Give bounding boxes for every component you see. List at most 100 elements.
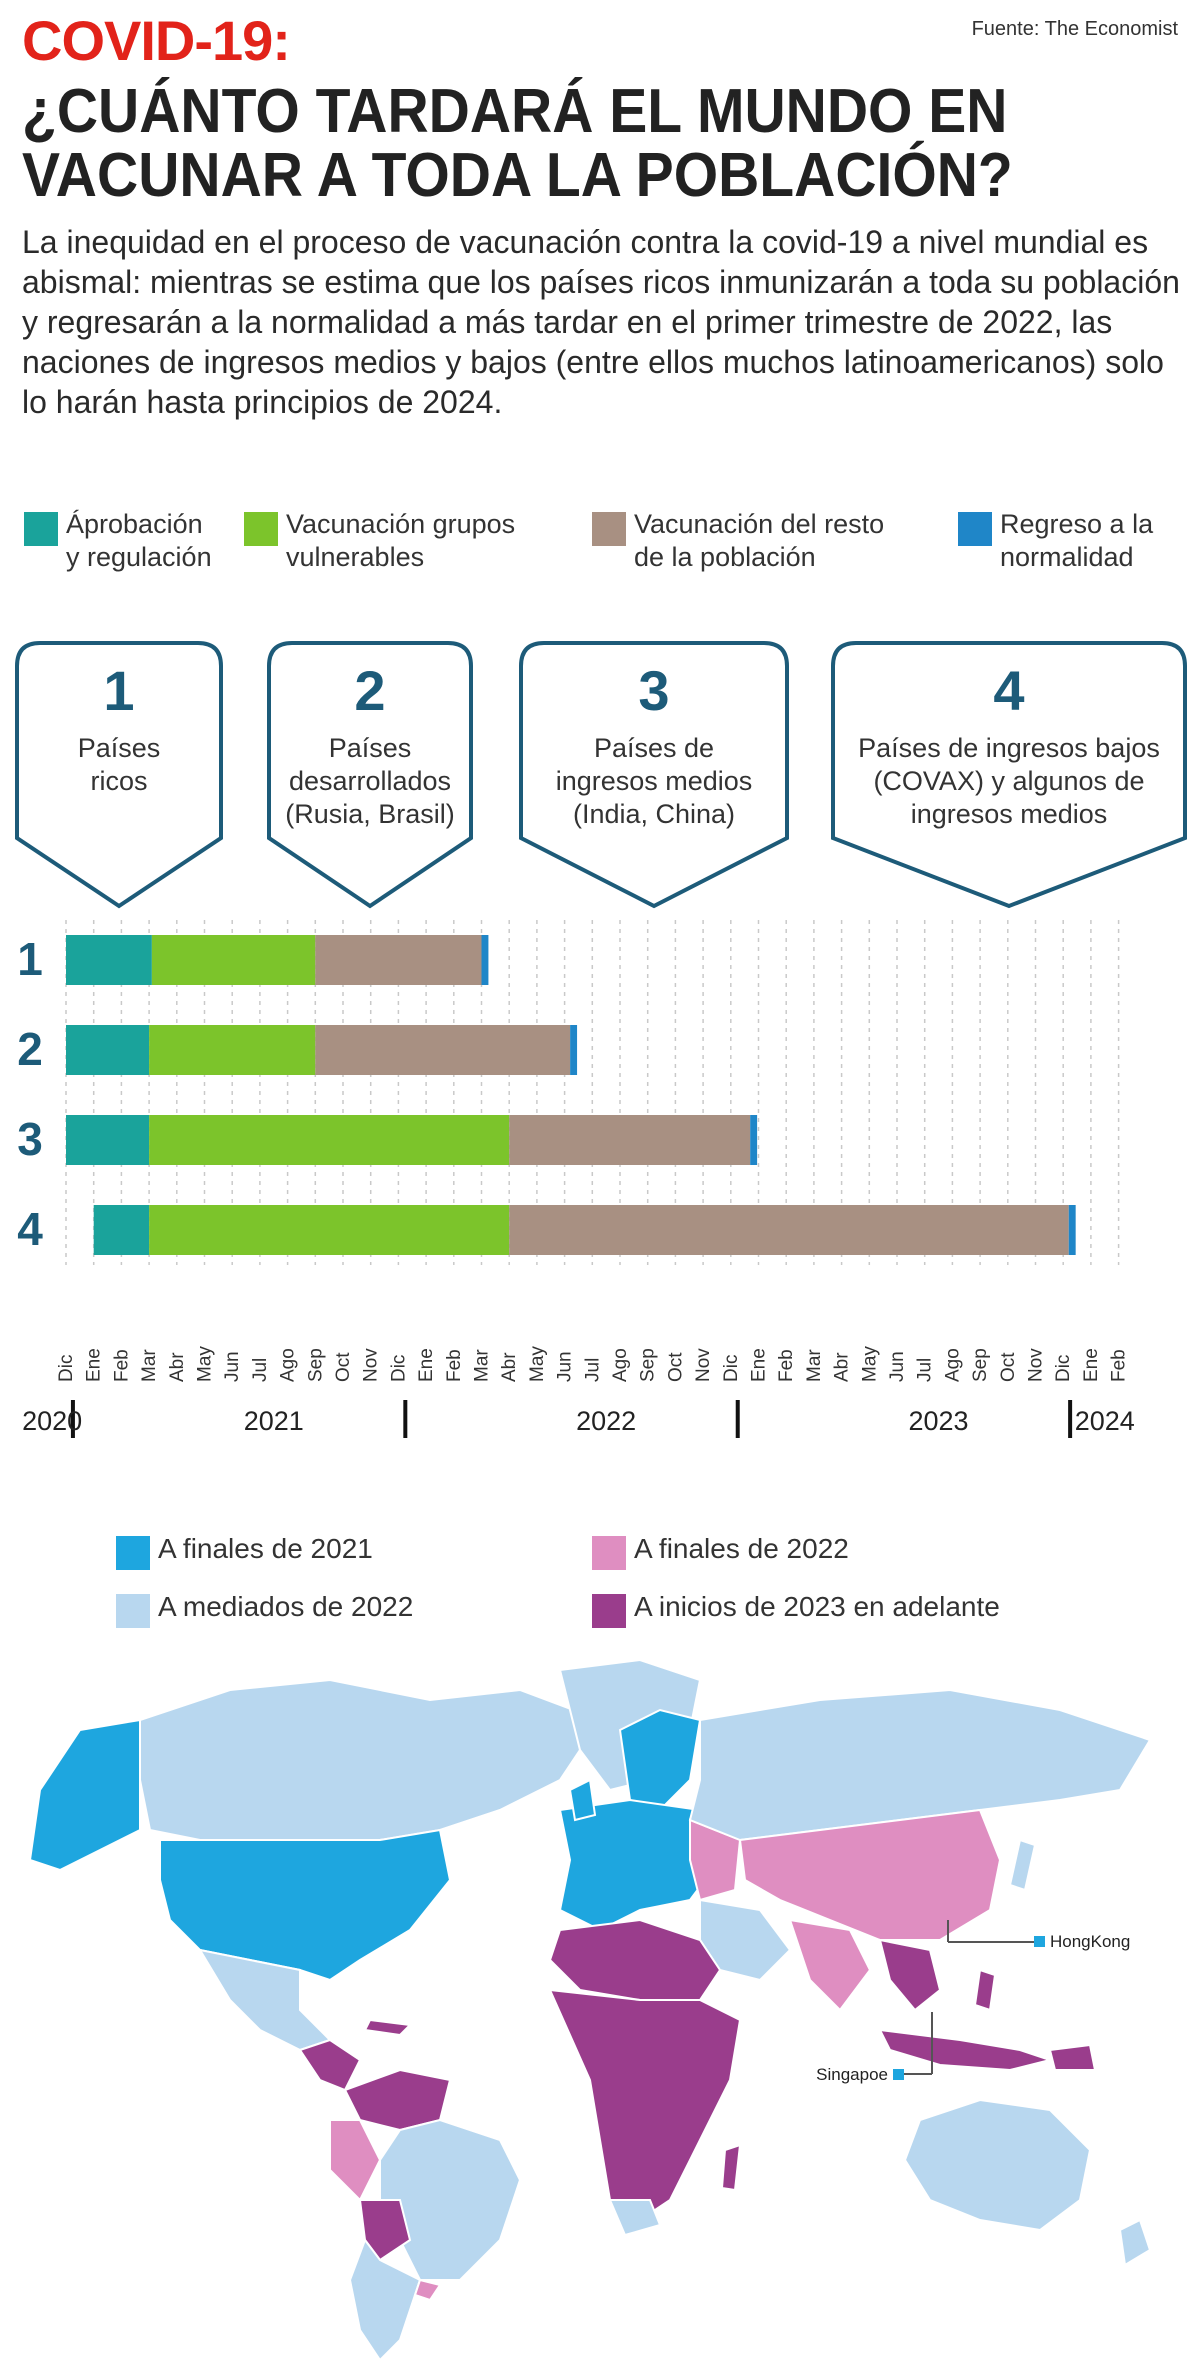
source-note: Fuente: The Economist: [971, 18, 1178, 40]
month-tick-label: Nov: [361, 1348, 382, 1382]
world-map: HongKong Singapoe: [28, 1658, 1152, 2362]
month-tick-label: Dic: [56, 1355, 77, 1382]
map-canada: [139, 1678, 602, 1841]
map-peru-ecuador: [329, 2119, 382, 2202]
month-tick-label: Jul: [250, 1358, 271, 1382]
month-tick-label: Sep: [970, 1348, 991, 1382]
group-box-3: 3 Países de ingresos medios (India, Chin…: [518, 640, 790, 910]
year-label: 2021: [244, 1406, 304, 1436]
legend-swatch-approval: [24, 512, 58, 546]
month-tick-label: Jul: [915, 1358, 936, 1382]
map-western-europe: [558, 1798, 722, 1932]
map-south-africa: [608, 2199, 662, 2237]
map-argentina-chile: [348, 2237, 422, 2362]
category-label: 4: [17, 1203, 43, 1255]
hong-kong-marker: HongKong: [947, 1920, 1130, 1951]
group-box-2: 2 Países desarrollados (Rusia, Brasil): [266, 640, 474, 910]
page-title: ¿CUÁNTO TARDARÁ EL MUNDO EN VACUNAR A TO…: [22, 77, 1013, 210]
group-box-4: 4 Países de ingresos bajos (COVAX) y alg…: [830, 640, 1188, 910]
legend-label: A finales de 2022: [634, 1533, 849, 1564]
legend-label: Regreso a la normalidad: [1000, 509, 1154, 572]
singapore-label: Singapoe: [816, 2065, 888, 2084]
group-number: 3: [638, 659, 670, 722]
legend-swatch-vulnerable: [244, 512, 278, 546]
map-japan: [1008, 1838, 1037, 1892]
group-number: 2: [354, 659, 386, 722]
group-box-1: 1 Países ricos: [14, 640, 224, 910]
month-tick-label: Sep: [305, 1348, 326, 1382]
map-usa: [159, 1828, 452, 1982]
month-tick-label: Feb: [444, 1349, 465, 1382]
map-alaska: [28, 1718, 141, 1872]
group-label: Países desarrollados (Rusia, Brasil): [285, 733, 455, 829]
legend-label: Vacunación grupos vulnerables: [286, 509, 516, 572]
bar-segment-row2-phase2: [149, 1025, 316, 1075]
chart-category-labels: 1 2 3 4: [17, 933, 43, 1255]
legend-swatch-normality: [958, 512, 992, 546]
chart-bars: [66, 935, 1076, 1255]
bar-segment-row3-phase2: [149, 1115, 510, 1165]
map-papua: [1048, 2043, 1097, 2071]
map-south-asia: [788, 1918, 872, 2012]
month-tick-label: Jul: [582, 1358, 603, 1382]
bar-segment-row1-phase1: [66, 935, 152, 985]
map-caribbean: [363, 2018, 413, 2037]
year-label: 2022: [576, 1406, 636, 1436]
month-tick-label: Ene: [749, 1348, 770, 1382]
intro-paragraph: La inequidad en el proceso de vacunación…: [22, 224, 1180, 420]
bar-segment-row4-phase4: [1068, 1205, 1076, 1255]
month-tick-label: Nov: [1026, 1348, 1047, 1382]
group-box-frame: [15, 641, 223, 909]
month-tick-label: Mar: [804, 1349, 825, 1382]
bar-segment-row4-phase2: [149, 1205, 510, 1255]
map-australia: [903, 2098, 1092, 2232]
map-indonesia: [878, 2028, 1054, 2072]
map-north-africa: [548, 1918, 722, 2001]
year-label: 2023: [909, 1406, 969, 1436]
legend-swatch: [116, 1594, 150, 1628]
legend-label: A inicios de 2023 en adelante: [634, 1591, 1000, 1622]
singapore-marker: Singapoe: [816, 2012, 933, 2084]
legend-label: Áprobación y regulación: [66, 509, 212, 572]
bar-segment-row3-phase1: [66, 1115, 150, 1165]
month-tick-label: Dic: [1053, 1355, 1074, 1382]
group-label: Países de ingresos bajos (COVAX) y algun…: [858, 733, 1160, 829]
legend-label: Vacunación del resto de la población: [634, 509, 885, 572]
month-tick-label: Oct: [998, 1352, 1019, 1382]
map-scandinavia: [618, 1708, 702, 1812]
map-central-america: [298, 2038, 362, 2092]
year-label: 2024: [1075, 1406, 1135, 1436]
timeline-chart: 1 2 3 4 Dic Ene Feb Mar Abr May Jun Jul Ago Sep Oct No…: [17, 920, 1135, 1438]
bar-segment-row2-phase4: [570, 1025, 578, 1075]
month-tick-label: Ene: [416, 1348, 437, 1382]
month-tick-label: Feb: [111, 1349, 132, 1382]
month-tick-label: Sep: [638, 1348, 659, 1382]
legend-swatch-rest: [592, 512, 626, 546]
map-uruguay: [413, 2278, 442, 2302]
month-tick-label: Oct: [665, 1352, 686, 1382]
month-tick-label: Mar: [139, 1349, 160, 1382]
month-tick-label: May: [195, 1346, 216, 1382]
month-tick-label: Ago: [610, 1348, 631, 1382]
chart-month-ticks: Dic Ene Feb Mar Abr May Jun Jul Ago Sep Oct Nov Dic E…: [56, 1346, 1130, 1382]
bar-segment-row1-phase4: [481, 935, 489, 985]
group-box-frame: [831, 641, 1187, 909]
month-tick-label: Dic: [388, 1355, 409, 1382]
bar-segment-row3-phase4: [750, 1115, 758, 1165]
title-covid: COVID-19:: [22, 9, 291, 72]
month-tick-label: Ago: [942, 1348, 963, 1382]
hong-kong-label: HongKong: [1050, 1932, 1130, 1951]
month-tick-label: Ago: [278, 1348, 299, 1382]
legend-label: A mediados de 2022: [158, 1591, 414, 1622]
legend-swatch: [592, 1536, 626, 1570]
month-tick-label: Abr: [167, 1352, 188, 1382]
category-label: 2: [17, 1023, 43, 1075]
bar-segment-row2-phase1: [66, 1025, 150, 1075]
month-tick-label: Abr: [832, 1352, 853, 1382]
map-madagascar: [720, 2143, 742, 2192]
month-tick-label: Mar: [472, 1349, 493, 1382]
group-number: 1: [103, 659, 135, 722]
month-tick-label: May: [859, 1346, 880, 1382]
month-tick-label: May: [527, 1346, 548, 1382]
category-label: 1: [17, 933, 43, 985]
